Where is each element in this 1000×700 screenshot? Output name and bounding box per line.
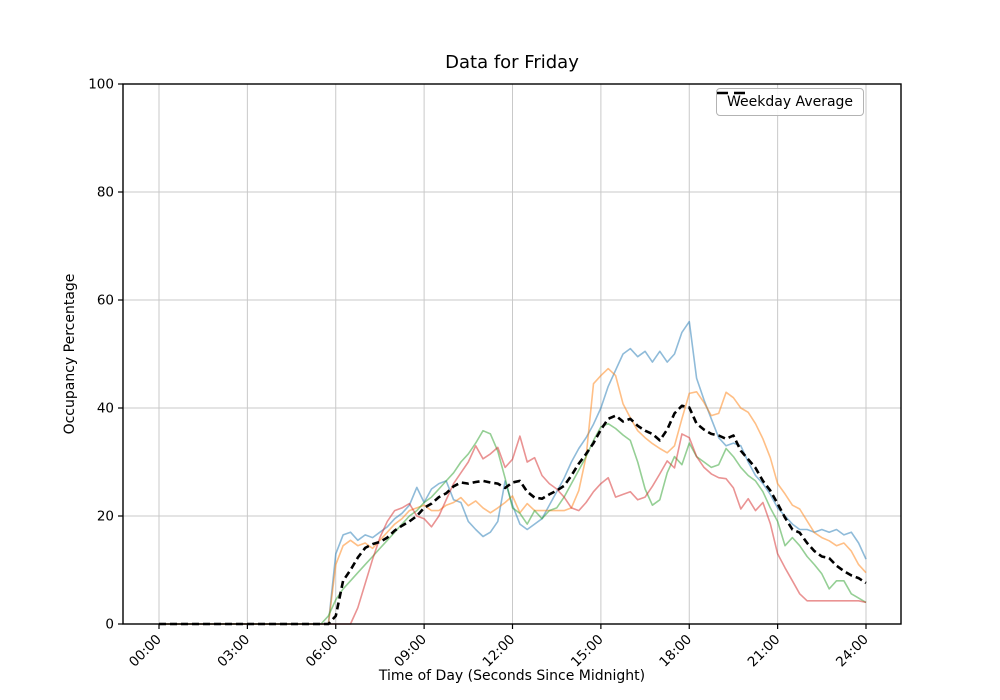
legend-item-label: Weekday Average xyxy=(727,94,854,110)
x-tick-label: 09:00 xyxy=(391,632,430,671)
x-tick-label: 15:00 xyxy=(568,632,607,671)
y-tick-label: 100 xyxy=(88,77,114,93)
y-axis-label: Occupancy Percentage xyxy=(62,273,78,435)
legend-dash-icon xyxy=(717,91,745,95)
x-tick-label: 12:00 xyxy=(480,632,519,671)
y-tick-label: 0 xyxy=(105,617,114,633)
y-tick-label: 80 xyxy=(97,185,114,201)
x-tick-label: 24:00 xyxy=(833,632,872,671)
x-tick-label: 03:00 xyxy=(214,632,253,671)
x-tick-label: 21:00 xyxy=(745,632,784,671)
x-tick-label: 06:00 xyxy=(303,632,342,671)
chart-title: Data for Friday xyxy=(445,52,579,73)
x-tick-label: 18:00 xyxy=(656,632,695,671)
legend: Weekday Average xyxy=(716,88,865,116)
y-tick-label: 20 xyxy=(97,509,114,525)
x-axis-label: Time of Day (Seconds Since Midnight) xyxy=(378,668,646,684)
y-tick-label: 40 xyxy=(97,401,114,417)
y-tick-label: 60 xyxy=(97,293,114,309)
x-tick-label: 00:00 xyxy=(126,632,165,671)
series-weekday-average xyxy=(159,404,867,626)
